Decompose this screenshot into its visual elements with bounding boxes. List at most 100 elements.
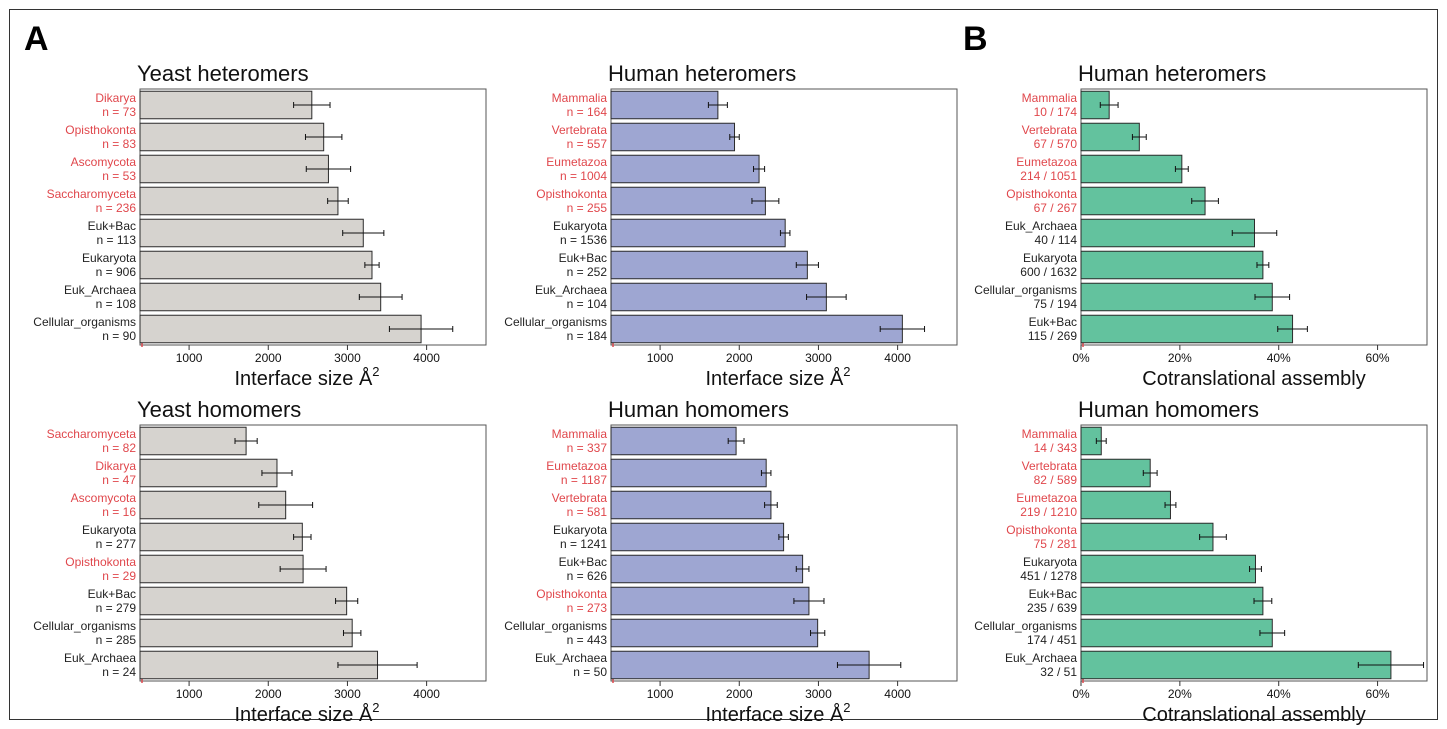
count-label: 10 / 174 — [1034, 105, 1078, 119]
category-label: Euk_Archaea — [535, 283, 607, 297]
count-label: n = 184 — [567, 329, 608, 343]
category-label: Euk_Archaea — [1005, 651, 1077, 665]
count-label: n = 337 — [567, 441, 608, 455]
count-label: n = 73 — [102, 105, 136, 119]
category-label: Cellular_organisms — [974, 619, 1077, 633]
bar — [610, 490, 772, 520]
bar — [610, 650, 870, 680]
count-label: n = 252 — [567, 265, 608, 279]
category-label: Euk_Archaea — [535, 651, 607, 665]
category-label: Euk_Archaea — [64, 651, 136, 665]
panel-letter-a: A — [24, 20, 49, 58]
x-axis-label-superscript: 2 — [843, 700, 850, 715]
x-tick-label: 3000 — [334, 687, 361, 701]
category-label: Eukaryota — [82, 523, 136, 537]
x-tick-label: 0% — [1072, 351, 1090, 365]
bar — [610, 122, 736, 152]
bar — [1080, 282, 1273, 312]
category-label: Euk+Bac — [1029, 587, 1077, 601]
x-tick-label: 40% — [1267, 687, 1291, 701]
category-label: Opisthokonta — [536, 187, 607, 201]
bar — [610, 282, 827, 312]
bar — [610, 458, 767, 488]
category-label: Vertebrata — [1022, 459, 1078, 473]
bar — [139, 426, 247, 456]
count-label: 451 / 1278 — [1020, 569, 1077, 583]
count-label: n = 24 — [102, 665, 136, 679]
bar — [139, 282, 382, 312]
category-label: Eumetazoa — [546, 155, 607, 169]
count-label: n = 279 — [96, 601, 137, 615]
category-label: Cellular_organisms — [504, 619, 607, 633]
bar — [1080, 314, 1294, 344]
category-label: Eukaryota — [553, 523, 607, 537]
bar — [610, 314, 903, 344]
x-tick-label: 60% — [1366, 687, 1390, 701]
bar — [1080, 650, 1392, 680]
x-tick-label: 3000 — [805, 687, 832, 701]
chart-panel-6: Human homomers 0% 20% 40% 60%Cotranslational… — [974, 397, 1428, 726]
chart-panel-3: Human heteromers 0% 20% 40% 60%Cotranslation… — [974, 61, 1428, 390]
chart-title: Human homomers — [608, 397, 789, 422]
count-label: n = 82 — [102, 441, 136, 455]
x-tick-label: 2000 — [255, 687, 282, 701]
category-label: Eumetazoa — [546, 459, 607, 473]
x-tick-label: 4000 — [884, 687, 911, 701]
category-label: Opisthokonta — [536, 587, 607, 601]
count-label: n = 113 — [97, 233, 137, 247]
bar — [1080, 218, 1255, 248]
count-label: 75 / 281 — [1034, 537, 1078, 551]
count-label: n = 443 — [567, 633, 608, 647]
bar — [1080, 186, 1206, 216]
bar — [610, 426, 737, 456]
category-label: Cellular_organisms — [504, 315, 607, 329]
bar — [1080, 490, 1171, 520]
count-label: n = 1004 — [560, 169, 607, 183]
bar — [610, 186, 766, 216]
count-label: n = 1536 — [560, 233, 607, 247]
count-label: n = 108 — [96, 297, 137, 311]
category-label: Dikarya — [95, 91, 136, 105]
bar — [139, 586, 348, 616]
category-label: Ascomycota — [71, 491, 137, 505]
bar — [139, 154, 329, 184]
count-label: 174 / 451 — [1027, 633, 1077, 647]
x-tick-label: 2000 — [255, 351, 282, 365]
plot-area-frame — [139, 88, 487, 346]
count-label: n = 557 — [567, 137, 608, 151]
figure-frame — [9, 9, 1438, 720]
plot-area-frame — [610, 88, 958, 346]
category-label: Cellular_organisms — [974, 283, 1077, 297]
bar — [610, 586, 810, 616]
bar — [610, 618, 819, 648]
bar — [1080, 522, 1214, 552]
count-label: n = 90 — [102, 329, 136, 343]
count-label: 75 / 194 — [1034, 297, 1078, 311]
x-axis-label: Cotranslational assembly — [1142, 368, 1365, 390]
count-label: 40 / 114 — [1035, 233, 1078, 247]
bar — [139, 218, 364, 248]
bar — [139, 122, 325, 152]
x-axis-label-superscript: 2 — [372, 700, 379, 715]
count-label: n = 1187 — [561, 473, 607, 487]
bar — [139, 314, 422, 344]
bar — [1080, 122, 1140, 152]
plot-area-frame — [610, 424, 958, 682]
count-label: 235 / 639 — [1027, 601, 1077, 615]
x-tick-label: 0% — [1072, 687, 1090, 701]
bar — [610, 90, 719, 120]
count-label: n = 255 — [567, 201, 608, 215]
x-axis-label: Interface size Å2 — [705, 700, 850, 726]
x-axis-label-superscript: 2 — [372, 364, 379, 379]
plot-area-frame — [1080, 88, 1428, 346]
count-label: n = 906 — [96, 265, 137, 279]
category-label: Euk_Archaea — [64, 283, 136, 297]
chart-title: Yeast heteromers — [137, 61, 309, 86]
x-tick-label: 1000 — [176, 687, 203, 701]
bar — [139, 522, 303, 552]
count-label: n = 47 — [102, 473, 136, 487]
category-label: Cellular_organisms — [33, 619, 136, 633]
category-label: Eumetazoa — [1016, 491, 1077, 505]
bar — [139, 90, 313, 120]
plot-area-frame — [1080, 424, 1428, 682]
